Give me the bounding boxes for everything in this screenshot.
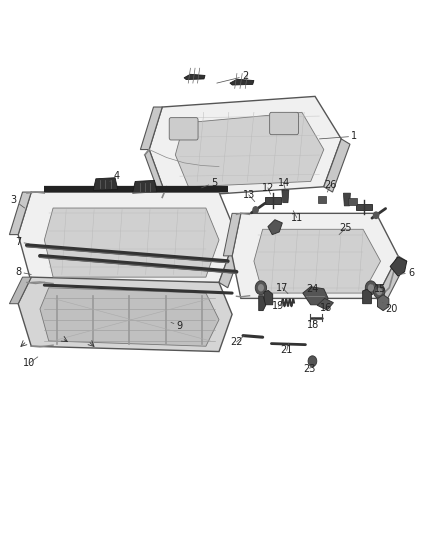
Text: 19: 19: [272, 301, 285, 311]
Polygon shape: [219, 235, 245, 288]
Text: 26: 26: [325, 180, 337, 192]
Circle shape: [368, 284, 374, 292]
Polygon shape: [390, 257, 407, 276]
Polygon shape: [223, 213, 241, 256]
Polygon shape: [10, 277, 31, 304]
Polygon shape: [324, 139, 350, 192]
Text: 10: 10: [23, 357, 38, 368]
Text: 11: 11: [290, 211, 303, 223]
Circle shape: [365, 281, 377, 295]
Polygon shape: [149, 96, 341, 197]
Polygon shape: [133, 180, 157, 193]
Text: 12: 12: [262, 183, 274, 194]
Polygon shape: [230, 79, 254, 85]
Circle shape: [308, 356, 317, 367]
Text: 15: 15: [371, 284, 387, 294]
FancyBboxPatch shape: [169, 118, 198, 140]
Text: 23: 23: [304, 361, 316, 374]
Polygon shape: [378, 295, 389, 311]
Polygon shape: [363, 289, 371, 304]
Text: 21: 21: [280, 343, 293, 356]
Text: 24: 24: [306, 285, 318, 296]
Text: 25: 25: [339, 223, 352, 235]
Polygon shape: [282, 190, 289, 203]
Text: 7: 7: [15, 237, 29, 247]
Text: 13: 13: [243, 190, 255, 201]
Polygon shape: [18, 192, 237, 282]
Polygon shape: [141, 107, 162, 150]
Text: 6: 6: [398, 268, 414, 278]
Polygon shape: [232, 213, 398, 298]
Polygon shape: [317, 298, 333, 310]
Circle shape: [255, 281, 267, 295]
Text: 1: 1: [319, 131, 357, 141]
Circle shape: [374, 285, 385, 298]
Polygon shape: [265, 197, 281, 204]
Circle shape: [376, 288, 382, 295]
Text: 20: 20: [383, 303, 398, 314]
FancyBboxPatch shape: [270, 112, 298, 135]
Polygon shape: [40, 288, 219, 346]
Circle shape: [258, 284, 264, 292]
Polygon shape: [254, 229, 381, 293]
Text: 4: 4: [110, 171, 120, 181]
Text: 5: 5: [201, 177, 218, 188]
Text: 8: 8: [15, 267, 31, 277]
Text: 22: 22: [230, 336, 244, 347]
Polygon shape: [44, 208, 219, 277]
Text: 9: 9: [171, 321, 183, 331]
Polygon shape: [145, 150, 166, 203]
Text: 17: 17: [276, 283, 289, 294]
Text: 18: 18: [307, 318, 319, 330]
Text: 16: 16: [320, 301, 332, 313]
Polygon shape: [343, 193, 350, 206]
Polygon shape: [303, 287, 328, 305]
Polygon shape: [10, 192, 31, 235]
Text: 14: 14: [278, 178, 290, 190]
Polygon shape: [93, 177, 118, 190]
Circle shape: [253, 207, 258, 213]
Polygon shape: [348, 198, 357, 205]
Text: 3: 3: [11, 195, 25, 208]
Circle shape: [374, 212, 379, 219]
Polygon shape: [175, 112, 324, 187]
Polygon shape: [318, 196, 326, 203]
Polygon shape: [259, 296, 266, 311]
Polygon shape: [18, 277, 232, 352]
Polygon shape: [184, 74, 205, 79]
Polygon shape: [264, 290, 273, 305]
Polygon shape: [356, 204, 372, 210]
Polygon shape: [268, 220, 283, 235]
Text: 2: 2: [217, 71, 248, 83]
Polygon shape: [376, 256, 407, 304]
